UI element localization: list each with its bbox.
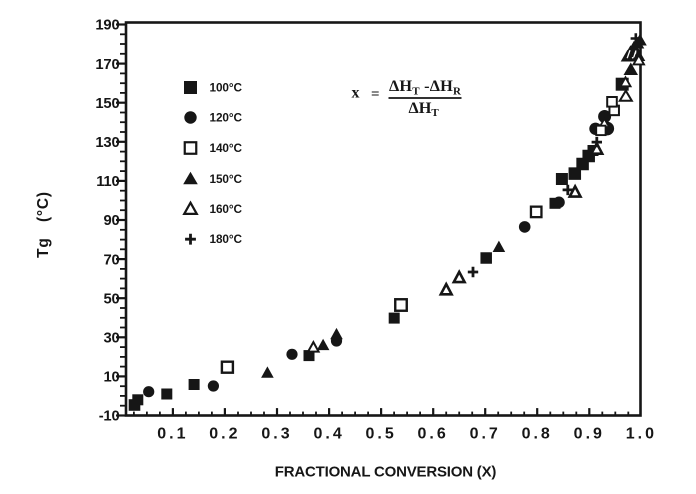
svg-text:ΔHT: ΔHT xyxy=(409,98,440,119)
svg-text:-10: -10 xyxy=(99,409,120,425)
svg-text:170: 170 xyxy=(95,57,119,73)
svg-text:110: 110 xyxy=(96,174,119,190)
svg-text:0.1: 0.1 xyxy=(157,426,188,443)
svg-text:140°C: 140°C xyxy=(210,141,243,155)
svg-text:Tg (°C): Tg (°C) xyxy=(35,191,52,258)
svg-text:190: 190 xyxy=(95,18,119,34)
svg-text:10: 10 xyxy=(103,370,119,386)
svg-text:0.6: 0.6 xyxy=(417,426,448,443)
svg-text:ΔHT -ΔHR: ΔHT -ΔHR xyxy=(389,76,462,97)
svg-text:180°C: 180°C xyxy=(210,232,243,246)
svg-text:150: 150 xyxy=(95,96,119,112)
svg-text:100°C: 100°C xyxy=(210,81,243,95)
svg-text:0.5: 0.5 xyxy=(365,426,396,443)
svg-text:120°C: 120°C xyxy=(210,111,243,125)
svg-text:0.2: 0.2 xyxy=(209,426,240,443)
svg-text:0.7: 0.7 xyxy=(470,426,501,443)
svg-text:0.9: 0.9 xyxy=(574,426,605,443)
svg-text:0.8: 0.8 xyxy=(522,426,553,443)
svg-text:0.4: 0.4 xyxy=(313,426,344,443)
svg-text:1.0: 1.0 xyxy=(626,426,657,443)
svg-text:0.3: 0.3 xyxy=(261,426,292,443)
svg-text:130: 130 xyxy=(95,135,119,151)
svg-text:=: = xyxy=(371,87,380,103)
svg-text:FRACTIONAL CONVERSION (X): FRACTIONAL CONVERSION (X) xyxy=(275,464,497,481)
svg-text:160°C: 160°C xyxy=(210,202,243,216)
svg-text:x: x xyxy=(352,85,360,102)
svg-text:150°C: 150°C xyxy=(210,172,243,186)
svg-text:70: 70 xyxy=(103,252,119,268)
svg-text:50: 50 xyxy=(103,291,119,307)
svg-text:90: 90 xyxy=(103,213,119,229)
svg-text:30: 30 xyxy=(103,331,119,347)
